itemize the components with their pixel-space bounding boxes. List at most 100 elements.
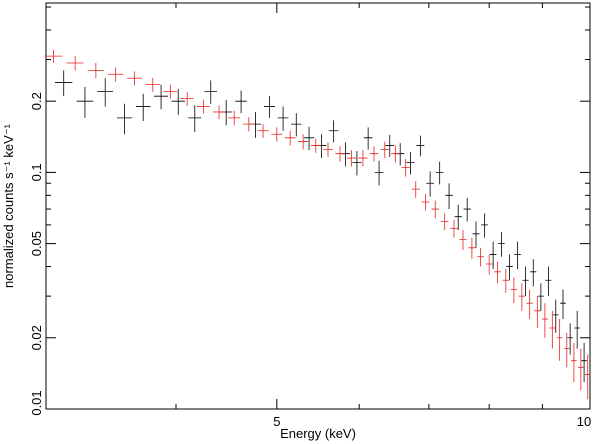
- error-bar: [380, 141, 390, 159]
- error-bar: [585, 354, 591, 400]
- error-bar: [235, 90, 247, 114]
- error-bar: [581, 343, 587, 383]
- error-bar: [468, 237, 476, 260]
- y-tick-label: 0.01: [29, 390, 44, 415]
- error-bar: [87, 63, 104, 79]
- error-bar: [316, 134, 327, 159]
- error-bar: [249, 112, 262, 138]
- error-bar: [494, 261, 501, 284]
- error-bar: [396, 143, 405, 166]
- error-bar: [257, 124, 269, 138]
- x-tick-label: 5: [273, 414, 280, 429]
- error-bar: [310, 138, 321, 153]
- error-bar: [567, 323, 573, 355]
- error-bar: [431, 200, 440, 219]
- error-bar: [506, 254, 513, 281]
- error-bar: [574, 310, 580, 349]
- error-bar: [303, 126, 315, 151]
- error-bar: [297, 134, 309, 150]
- error-bar: [171, 89, 185, 115]
- error-bar: [76, 86, 94, 118]
- error-bar: [54, 70, 73, 97]
- error-bar: [335, 146, 345, 162]
- error-bar: [135, 93, 151, 121]
- y-tick-label: 0.2: [29, 92, 44, 110]
- error-bar: [66, 56, 84, 71]
- error-bar: [530, 259, 537, 287]
- error-bar: [385, 134, 394, 158]
- error-bar: [563, 332, 570, 368]
- error-bar: [514, 241, 521, 270]
- error-bar: [277, 106, 289, 131]
- y-tick-label: 0.1: [29, 163, 44, 181]
- error-bar: [406, 151, 415, 175]
- error-bar: [145, 77, 160, 92]
- y-tick-label: 0.02: [29, 325, 44, 350]
- error-bar: [163, 84, 178, 99]
- error-bar: [421, 194, 430, 211]
- y-tick-label: 0.05: [29, 231, 44, 256]
- error-bar: [401, 158, 410, 177]
- y-axis-label: normalized counts s⁻¹ keV⁻¹: [1, 123, 16, 288]
- error-bar: [502, 269, 510, 293]
- error-bar: [328, 120, 339, 143]
- error-bar: [541, 303, 548, 338]
- error-bar: [552, 299, 559, 333]
- error-bar: [323, 142, 333, 158]
- x-axis-label: Energy (keV): [280, 426, 356, 441]
- error-bar: [445, 183, 453, 210]
- error-bar: [369, 146, 379, 162]
- error-bar: [459, 230, 467, 250]
- plot-frame: [45, 2, 591, 410]
- error-bar: [435, 161, 444, 185]
- error-bar: [416, 135, 425, 157]
- error-bar: [578, 348, 584, 391]
- error-bar: [391, 145, 400, 163]
- error-bar: [477, 247, 485, 267]
- error-bar: [127, 71, 142, 86]
- error-bar: [107, 67, 124, 82]
- error-bar: [481, 213, 489, 238]
- error-bar: [489, 241, 497, 270]
- error-bar: [220, 100, 233, 126]
- error-bar: [374, 160, 384, 186]
- error-bar: [358, 150, 368, 167]
- error-bar: [463, 197, 471, 222]
- error-bar: [510, 277, 518, 304]
- error-bar: [228, 110, 241, 126]
- error-bar: [204, 80, 217, 104]
- error-bar: [545, 266, 552, 297]
- error-bar: [363, 127, 373, 150]
- error-bar: [340, 142, 351, 167]
- error-bar: [485, 254, 493, 275]
- error-bar: [534, 296, 541, 328]
- error-bar: [188, 105, 202, 133]
- error-bar: [291, 113, 302, 137]
- error-bar: [153, 84, 169, 110]
- error-bar: [549, 310, 556, 349]
- x-tick-label: 10: [577, 414, 591, 429]
- error-bar: [263, 96, 275, 118]
- error-bar: [196, 99, 210, 114]
- error-bar: [556, 319, 563, 361]
- error-bar: [440, 213, 449, 231]
- error-bar: [537, 283, 544, 311]
- error-bar: [518, 283, 525, 311]
- error-bar: [97, 78, 114, 107]
- error-bar: [498, 231, 505, 257]
- error-bar: [352, 151, 362, 176]
- error-bar: [454, 204, 462, 231]
- error-bar: [284, 130, 296, 146]
- error-bar: [411, 180, 420, 198]
- error-bar: [450, 219, 458, 238]
- error-bar: [243, 117, 255, 132]
- error-bar: [426, 171, 434, 197]
- error-bar: [44, 49, 63, 64]
- error-bar: [180, 91, 194, 106]
- error-bar: [526, 289, 533, 320]
- error-bar: [271, 127, 283, 142]
- error-bar: [346, 150, 357, 167]
- error-bar: [560, 289, 566, 320]
- error-bar: [571, 343, 577, 383]
